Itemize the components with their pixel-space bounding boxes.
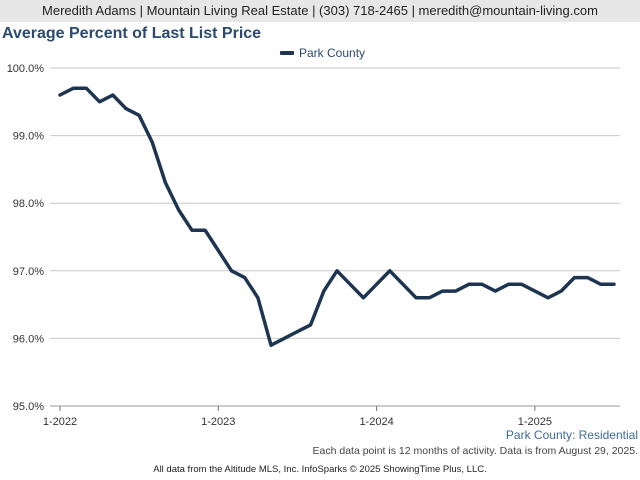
chart-legend: Park County (280, 46, 365, 60)
y-tick-label: 98.0% (13, 198, 44, 210)
data-point (428, 296, 431, 300)
data-point (401, 283, 405, 286)
data-point (612, 283, 616, 286)
data-point (348, 283, 352, 286)
data-point (573, 276, 576, 279)
x-tick-label: 1-2025 (518, 416, 552, 428)
data-point (71, 87, 75, 90)
x-tick-label: 1-2023 (201, 416, 235, 428)
data-point (58, 93, 62, 97)
y-tick-label: 95.0% (13, 401, 44, 413)
legend-label: Park County (299, 46, 366, 60)
data-point (546, 296, 550, 300)
data-point (507, 283, 510, 286)
data-point (256, 296, 260, 300)
chart-subtitle: Park County: Residential (505, 428, 638, 442)
data-point (322, 289, 326, 293)
data-point (454, 289, 457, 293)
data-point (375, 283, 378, 286)
y-tick-label: 100.0% (7, 63, 45, 75)
contact-header: Meredith Adams | Mountain Living Real Es… (0, 0, 640, 22)
data-point (230, 269, 233, 272)
data-point (309, 323, 312, 327)
data-point (296, 330, 299, 333)
data-point (335, 269, 339, 272)
y-tick-label: 97.0% (13, 266, 44, 278)
data-point (151, 141, 154, 144)
data-point (494, 289, 497, 293)
data-point (586, 276, 589, 279)
data-point (217, 249, 220, 252)
data-point (137, 114, 141, 117)
data-footnote: Each data point is 12 months of activity… (312, 445, 639, 457)
data-point (599, 283, 603, 286)
data-point (98, 100, 101, 104)
data-point (467, 283, 471, 286)
x-tick-label: 1-2024 (359, 416, 393, 428)
data-point (243, 276, 246, 279)
data-point (480, 283, 484, 286)
data-point (533, 289, 537, 293)
y-tick-label: 96.0% (13, 333, 44, 345)
data-point (388, 269, 391, 272)
contact-text: Meredith Adams | Mountain Living Real Es… (42, 3, 598, 18)
data-point (520, 283, 523, 286)
data-credit: All data from the Altitude MLS, Inc. Inf… (153, 464, 487, 475)
data-point (124, 107, 128, 110)
data-point (190, 229, 194, 232)
data-point (85, 87, 88, 90)
y-tick-label: 99.0% (13, 131, 44, 143)
data-point (441, 289, 444, 293)
x-tick-label: 1-2022 (43, 416, 77, 428)
data-point (269, 343, 273, 347)
line-chart: 100.0% 99.0% 98.0% 97.0% 96.0% 95.0% 1-2022 1-2… (7, 63, 620, 428)
data-point (111, 93, 114, 97)
data-point (164, 181, 167, 185)
data-point (362, 296, 365, 300)
data-point (283, 337, 286, 340)
data-point (177, 208, 180, 212)
data-point (560, 289, 563, 293)
data-point (203, 229, 207, 232)
series-line-park-county (58, 86, 616, 347)
data-point (414, 296, 418, 300)
chart-title: Average Percent of Last List Price (2, 25, 262, 42)
legend-swatch (280, 51, 294, 55)
